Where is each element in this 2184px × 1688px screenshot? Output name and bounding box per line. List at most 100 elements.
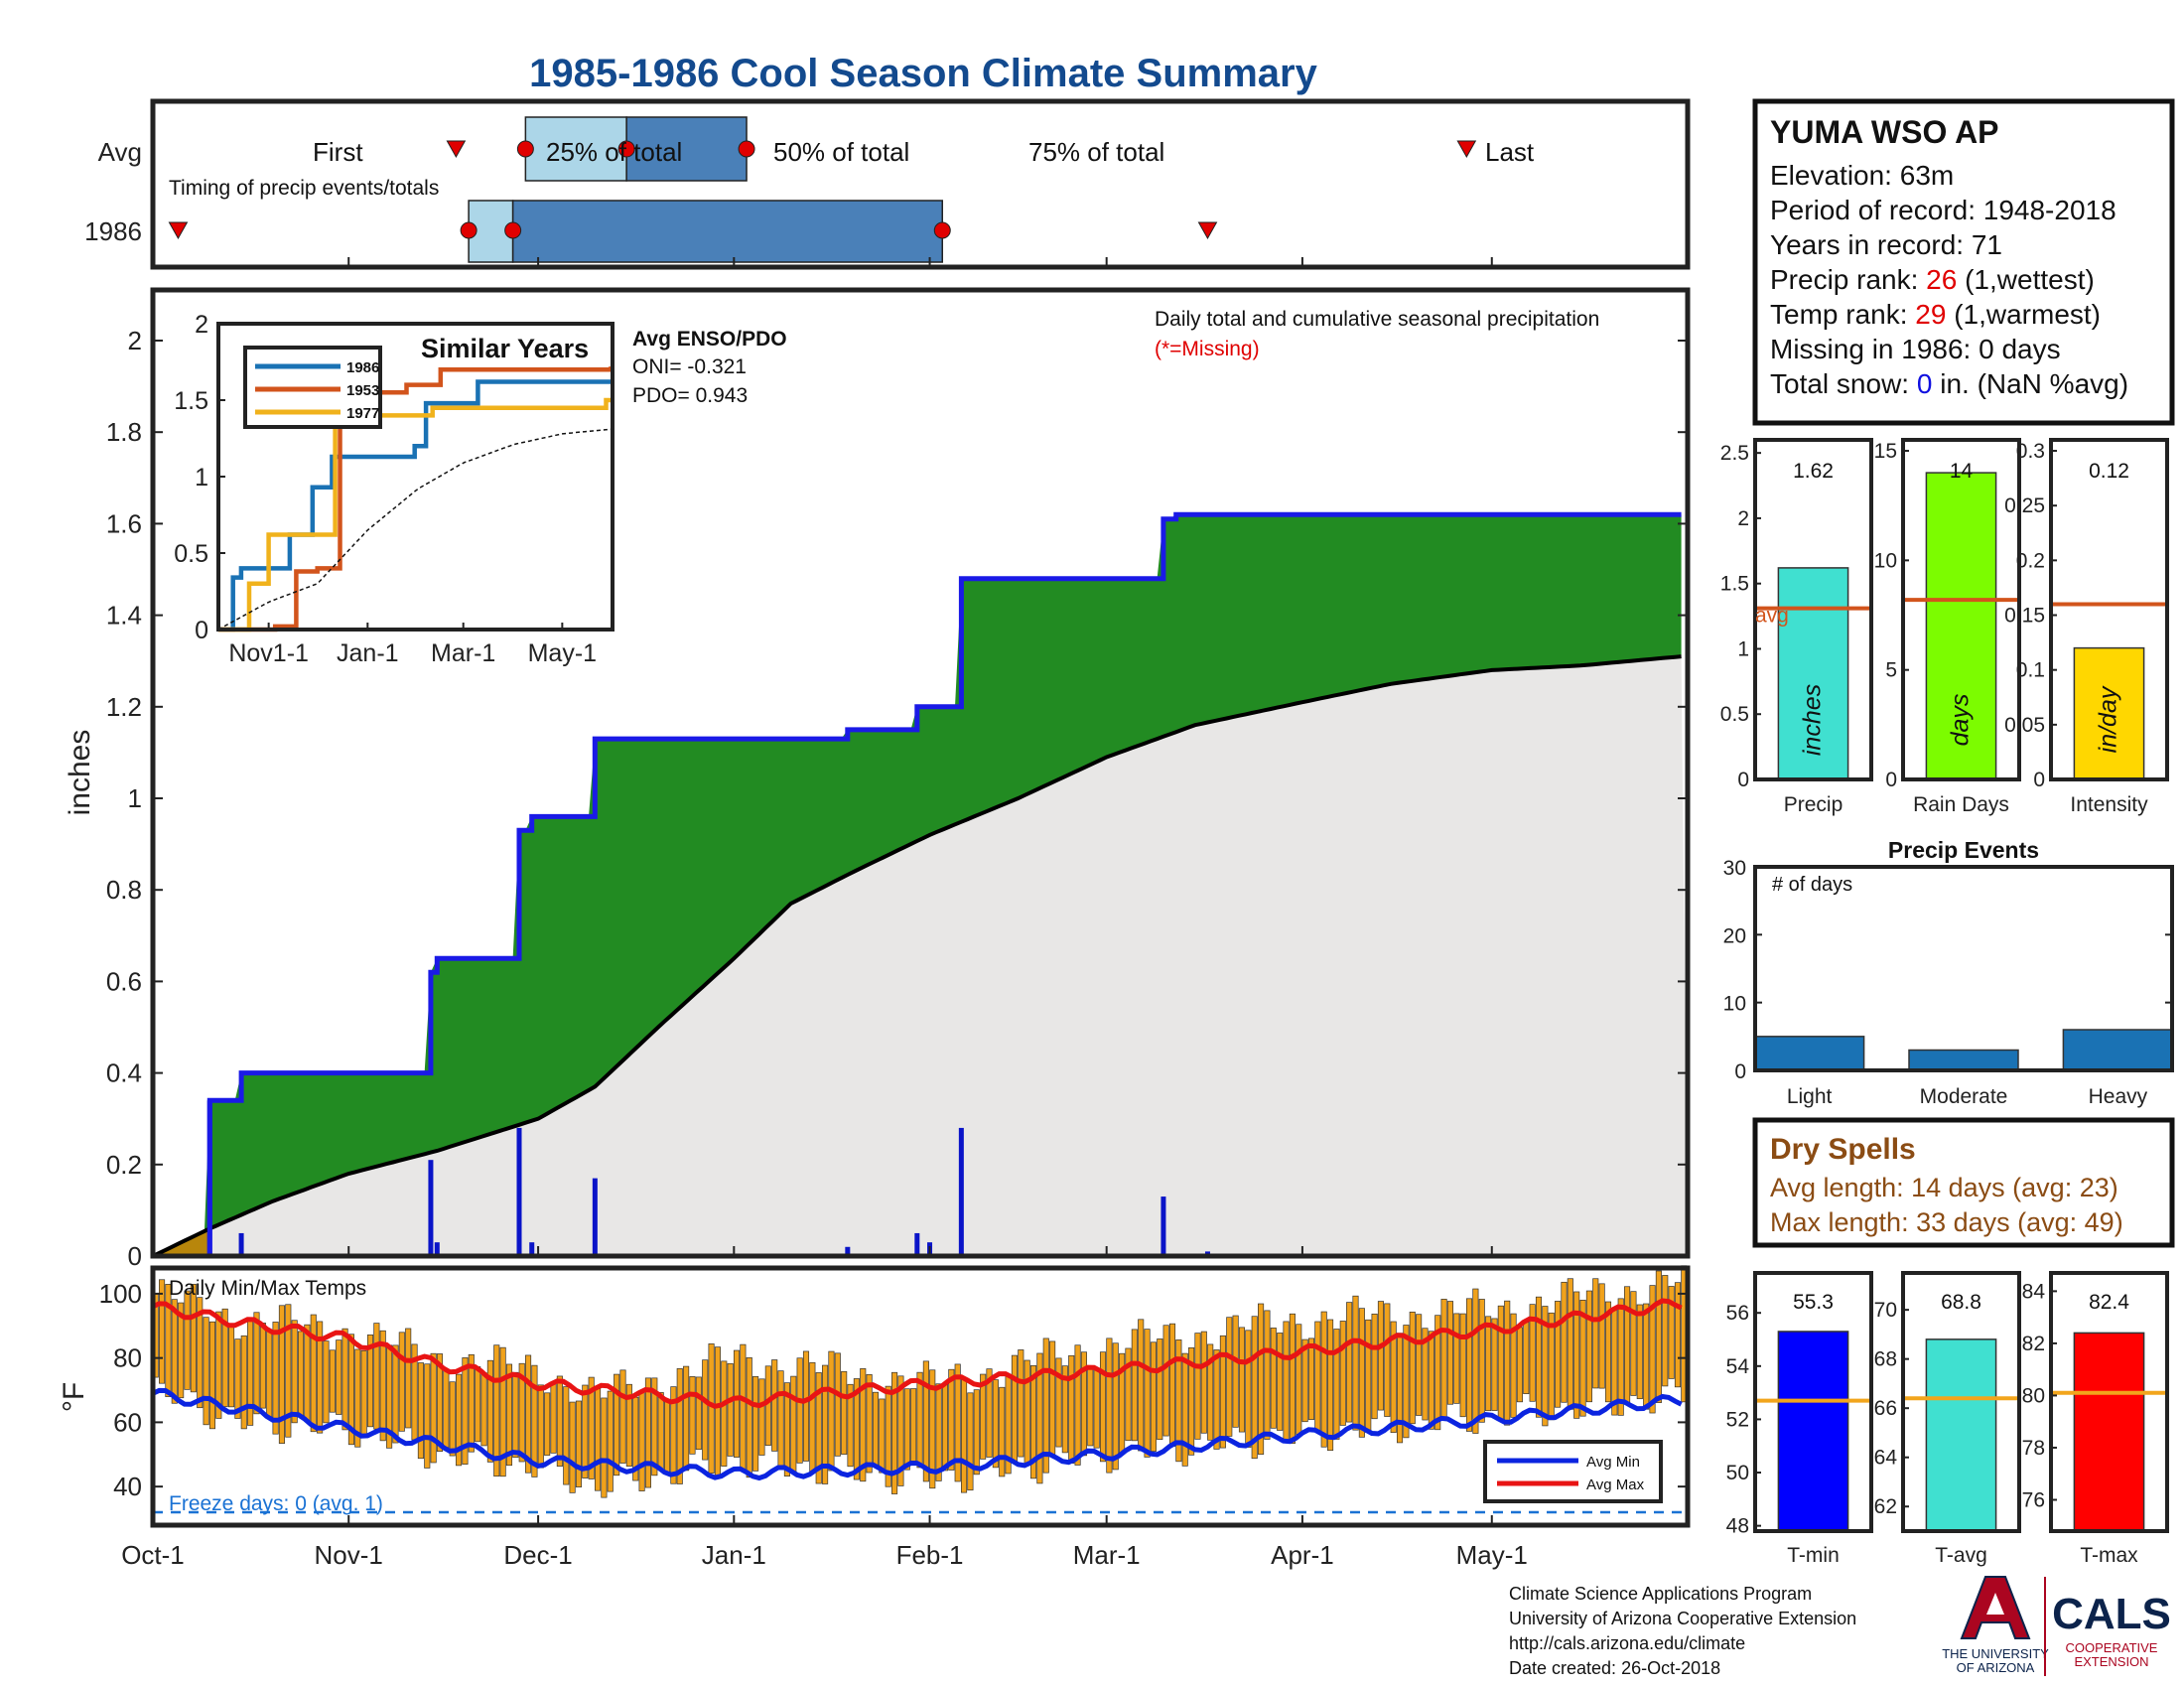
precip-y-tick-label: 0.2	[106, 1150, 142, 1180]
daily-temp-bar	[1396, 1333, 1404, 1444]
daily-temp-bar	[259, 1323, 266, 1409]
daily-temp-bar	[215, 1311, 222, 1419]
temp-stat-category-label: T-avg	[1935, 1544, 1987, 1567]
cals-logo-text: CALS	[2052, 1590, 2171, 1638]
daily-temp-bar	[1238, 1327, 1246, 1433]
daily-temp-bar	[1283, 1321, 1290, 1441]
inset-x-tick-label: Nov1-1	[228, 639, 309, 667]
temp-stat-value-label: 68.8	[1941, 1291, 1981, 1314]
daily-temp-bar	[1459, 1313, 1466, 1418]
month-tick-label: Apr-1	[1271, 1540, 1334, 1570]
daily-temp-bar	[475, 1366, 481, 1443]
daily-temp-bar	[1074, 1344, 1081, 1466]
precip-y-axis-label: inches	[64, 730, 96, 816]
temp-stat-frame	[2049, 1271, 2169, 1533]
figure-title: 1985-1986 Cool Season Climate Summary	[529, 52, 1317, 95]
events-y-tick-label: 0	[1734, 1060, 1746, 1083]
daily-temp-bar	[1036, 1352, 1043, 1484]
temp-stat-value-label: 82.4	[2089, 1291, 2129, 1314]
daily-temp-bar	[1585, 1290, 1592, 1403]
stat-category-label: Rain Days	[1913, 793, 2009, 816]
daily-temp-bar	[721, 1360, 728, 1467]
daily-temp-bar	[1162, 1325, 1169, 1437]
temp-stat-category-label: T-min	[1787, 1544, 1840, 1567]
daily-temp-bar	[480, 1372, 487, 1447]
daily-temp-bar	[935, 1383, 942, 1481]
temp-y-tick-label: 100	[99, 1279, 142, 1309]
stat-y-tick-label: 0	[2033, 769, 2045, 791]
daily-temp-bar	[1061, 1365, 1068, 1454]
timing-triangle-last-1986	[1197, 221, 1218, 240]
stat-bar-rain-days	[1925, 472, 1997, 780]
daily-temp-bar	[575, 1400, 583, 1487]
daily-temp-bar	[1624, 1286, 1631, 1405]
station-temp-rank: Temp rank: 29 (1,warmest)	[1770, 299, 2101, 330]
month-tick-label: Jan-1	[702, 1540, 766, 1570]
daily-temp-bar	[171, 1299, 178, 1404]
precip-y-ticks: 0 0.2 0.4 0.6 0.8 1 1.2 1.4 1.6 1.8 2	[106, 326, 1688, 1271]
timing-boxes	[168, 116, 1477, 263]
avg-min-line	[151, 1387, 1683, 1481]
daily-temp-bar	[683, 1365, 690, 1472]
station-precip-rank: Precip rank: 26 (1,wettest)	[1770, 264, 2095, 295]
daily-temp-bar	[278, 1305, 285, 1444]
daily-temp-bar	[1307, 1337, 1315, 1420]
stat-y-tick-label: 0.2	[2016, 549, 2045, 572]
daily-temp-bar	[1087, 1366, 1094, 1447]
daily-temp-bar	[354, 1348, 361, 1448]
daily-temp-bar	[1453, 1313, 1460, 1404]
daily-temp-bar	[1301, 1338, 1308, 1423]
daily-temp-bar	[802, 1350, 810, 1462]
legend-label-1977: 1977	[346, 405, 379, 422]
inset-y-tick-label: 2	[195, 311, 208, 339]
daily-temp-bar	[1018, 1349, 1024, 1458]
temp-stat-category-label: T-max	[2080, 1544, 2138, 1567]
daily-temp-bar	[1175, 1339, 1182, 1463]
footer-credits: Climate Science Applications Program Uni…	[1509, 1584, 1856, 1678]
cumulative-average-area	[153, 656, 1688, 1256]
daily-temp-bar	[468, 1353, 475, 1453]
daily-temp-bar	[336, 1339, 342, 1415]
temp-y-ticks: 40 60 80 100	[99, 1279, 1688, 1501]
daily-temp-bar	[1125, 1347, 1132, 1442]
temp-stat-panels: 48 50 52 54 56 55.3 T-min 62 64 66 68 70 68.8 T-avg 76…	[1726, 1271, 2169, 1567]
daily-temp-bar	[1516, 1327, 1523, 1403]
daily-temp-bar	[1440, 1299, 1447, 1419]
timing-triangle-first-1986	[168, 221, 189, 240]
daily-temp-bar	[1555, 1301, 1562, 1408]
cumulative-average-line	[152, 654, 1682, 1258]
footer-line-2: University of Arizona Cooperative Extens…	[1509, 1609, 1856, 1628]
temp-stat-y-tick-label: 84	[2022, 1280, 2046, 1303]
temp-legend: Avg Min Avg Max	[1483, 1440, 1663, 1503]
daily-temp-bar	[790, 1375, 797, 1474]
temp-stat-y-tick-label: 62	[1874, 1495, 1897, 1518]
daily-temp-bar	[651, 1377, 658, 1477]
daily-temp-bar	[240, 1335, 247, 1430]
precip-chart: 0 0.2 0.4 0.6 0.8 1 1.2 1.4 1.6 1.8 2 inches Daily…	[64, 287, 1691, 1271]
snow-label: Total snow:	[1770, 368, 1917, 399]
stat-panel-frame	[1901, 438, 2021, 781]
ua-a-counter	[1986, 1593, 2004, 1615]
dry-spells-max: Max length: 33 days (avg: 49)	[1770, 1207, 2123, 1237]
daily-temp-bar	[1365, 1319, 1372, 1433]
inset-y-tick-label: 1	[195, 464, 208, 492]
daily-precip-bar	[238, 1232, 244, 1256]
precip-series	[152, 511, 1688, 1259]
daily-temp-bar	[1270, 1328, 1277, 1429]
stat-panel-frame	[2049, 438, 2169, 781]
precip-y-tick-label: 1.6	[106, 508, 142, 538]
inset-legend: 1986 1953 1977	[243, 346, 382, 429]
inset-series	[217, 366, 614, 633]
daily-temp-bar	[329, 1349, 336, 1413]
precip-stat-panels: 0 0.5 1 1.5 2 2.5 1.62 inches Precip avg 0 5 10 15 14 d…	[1720, 438, 2169, 816]
cals-sub-line-2: EXTENSION	[2074, 1654, 2148, 1669]
daily-temp-bar	[676, 1368, 683, 1484]
daily-temp-bar	[1416, 1314, 1423, 1416]
missing-note: (*=Missing)	[1155, 338, 1260, 360]
daily-temp-bar	[493, 1344, 500, 1477]
daily-temp-bar	[644, 1377, 651, 1488]
stat-y-tick-label: 2.5	[1720, 442, 1749, 465]
daily-temp-bar	[834, 1352, 841, 1457]
daily-temp-bar	[929, 1369, 936, 1489]
daily-temp-bar	[1668, 1286, 1675, 1379]
